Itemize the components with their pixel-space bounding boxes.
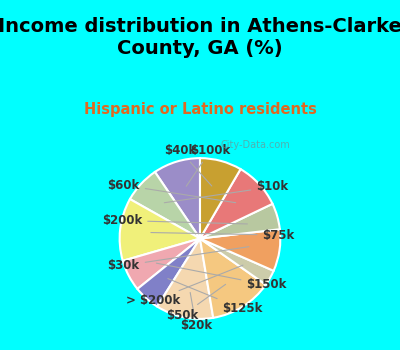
Wedge shape — [130, 172, 200, 238]
Wedge shape — [200, 204, 280, 238]
Wedge shape — [138, 238, 200, 307]
Wedge shape — [200, 169, 272, 238]
Wedge shape — [155, 158, 200, 238]
Text: City-Data.com: City-Data.com — [220, 140, 290, 150]
Wedge shape — [200, 238, 274, 285]
Wedge shape — [123, 238, 200, 289]
Text: Income distribution in Athens-Clarke
County, GA (%): Income distribution in Athens-Clarke Cou… — [0, 17, 400, 58]
Text: $60k: $60k — [108, 179, 236, 203]
Wedge shape — [157, 238, 213, 319]
Wedge shape — [120, 199, 200, 261]
Text: $75k: $75k — [151, 229, 295, 241]
Text: $200k: $200k — [102, 214, 248, 227]
Text: $30k: $30k — [108, 247, 249, 272]
Wedge shape — [200, 158, 240, 238]
Text: $100k: $100k — [186, 144, 230, 186]
Text: $10k: $10k — [164, 180, 288, 203]
Text: > $200k: > $200k — [126, 265, 243, 307]
Text: $20k: $20k — [180, 293, 212, 331]
Wedge shape — [200, 229, 280, 271]
Text: $50k: $50k — [166, 284, 226, 322]
Wedge shape — [200, 238, 266, 318]
Text: Hispanic or Latino residents: Hispanic or Latino residents — [84, 102, 316, 117]
Text: $40k: $40k — [164, 144, 212, 186]
Text: $150k: $150k — [156, 263, 287, 291]
Text: $125k: $125k — [168, 279, 263, 315]
